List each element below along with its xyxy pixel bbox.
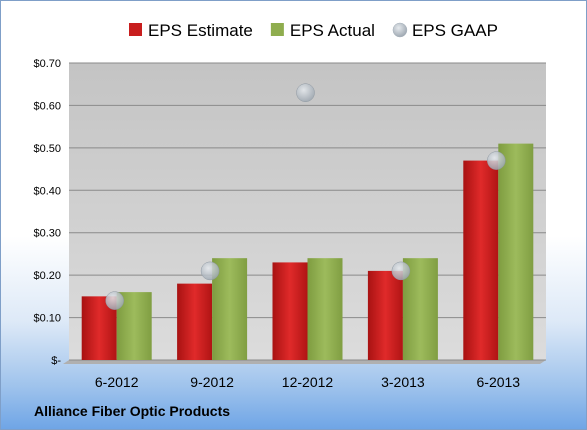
company-name: Alliance Fiber Optic Products <box>34 403 231 419</box>
eps-gaap-marker <box>487 151 506 170</box>
x-tick-label: 12-2012 <box>282 374 334 390</box>
legend-swatch-actual <box>270 23 284 36</box>
eps-gaap-marker <box>296 83 315 102</box>
eps-estimate-bar <box>463 160 499 360</box>
y-tick-label: $0.20 <box>33 270 61 282</box>
legend-label: EPS Actual <box>290 21 375 40</box>
y-tick-label: $0.60 <box>33 100 61 112</box>
eps-gaap-marker <box>391 261 411 281</box>
eps-gaap-marker <box>200 261 220 281</box>
y-tick-label: $- <box>51 355 61 367</box>
eps-estimate-bar <box>367 270 403 360</box>
eps-actual-bar <box>307 258 343 360</box>
plot-floor <box>63 360 546 364</box>
y-tick-label: $0.40 <box>33 185 61 197</box>
eps-estimate-bar <box>272 262 308 360</box>
legend-label: EPS GAAP <box>412 21 498 40</box>
y-tick-label: $0.50 <box>33 143 61 155</box>
legend-swatch-gaap <box>392 22 408 38</box>
legend-label: EPS Estimate <box>148 21 253 40</box>
y-tick-label: $0.70 <box>33 58 61 70</box>
legend-swatch-estimate <box>129 23 142 36</box>
y-tick-label: $0.10 <box>33 313 61 325</box>
eps-estimate-bar <box>177 283 213 360</box>
eps-actual-bar <box>498 143 534 360</box>
x-tick-label: 3-2013 <box>381 374 425 390</box>
y-tick-label: $0.30 <box>33 228 61 240</box>
x-tick-label: 6-2013 <box>477 374 521 390</box>
x-tick-label: 9-2012 <box>190 374 234 390</box>
x-tick-label: 6-2012 <box>95 374 139 390</box>
eps-gaap-marker <box>105 291 124 310</box>
